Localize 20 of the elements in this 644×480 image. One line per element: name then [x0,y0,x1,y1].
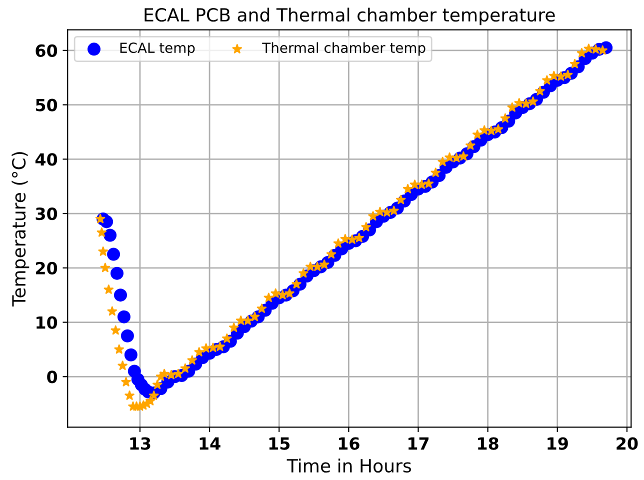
y-axis-title: Temperature (°C) [12,152,30,306]
legend-label: Thermal chamber temp [262,42,426,56]
x-tick-label: 15 [269,437,290,450]
y-tick-label: 20 [36,262,58,274]
x-tick-label: 20 [616,437,638,450]
x-tick-label: 19 [548,437,568,450]
x-axis-title: Time in Hours [286,458,411,473]
x-tick-label: 17 [408,437,429,450]
y-tick-label: 10 [36,316,58,329]
chart-title: ECAL PCB and Thermal chamber temperature [144,8,555,26]
y-tick-label: 60 [36,44,58,57]
x-tick-label: 16 [338,437,360,450]
y-tick-label: 40 [35,153,58,166]
y-tick-label: 50 [36,98,58,112]
legend-label: ECAL temp [120,42,195,56]
x-tick-label: 18 [478,437,498,450]
x-tick-label: 13 [130,437,150,450]
y-tick-label: 0 [47,370,58,384]
y-tick-label: 30 [36,207,58,220]
x-tick-label: 14 [200,437,220,450]
